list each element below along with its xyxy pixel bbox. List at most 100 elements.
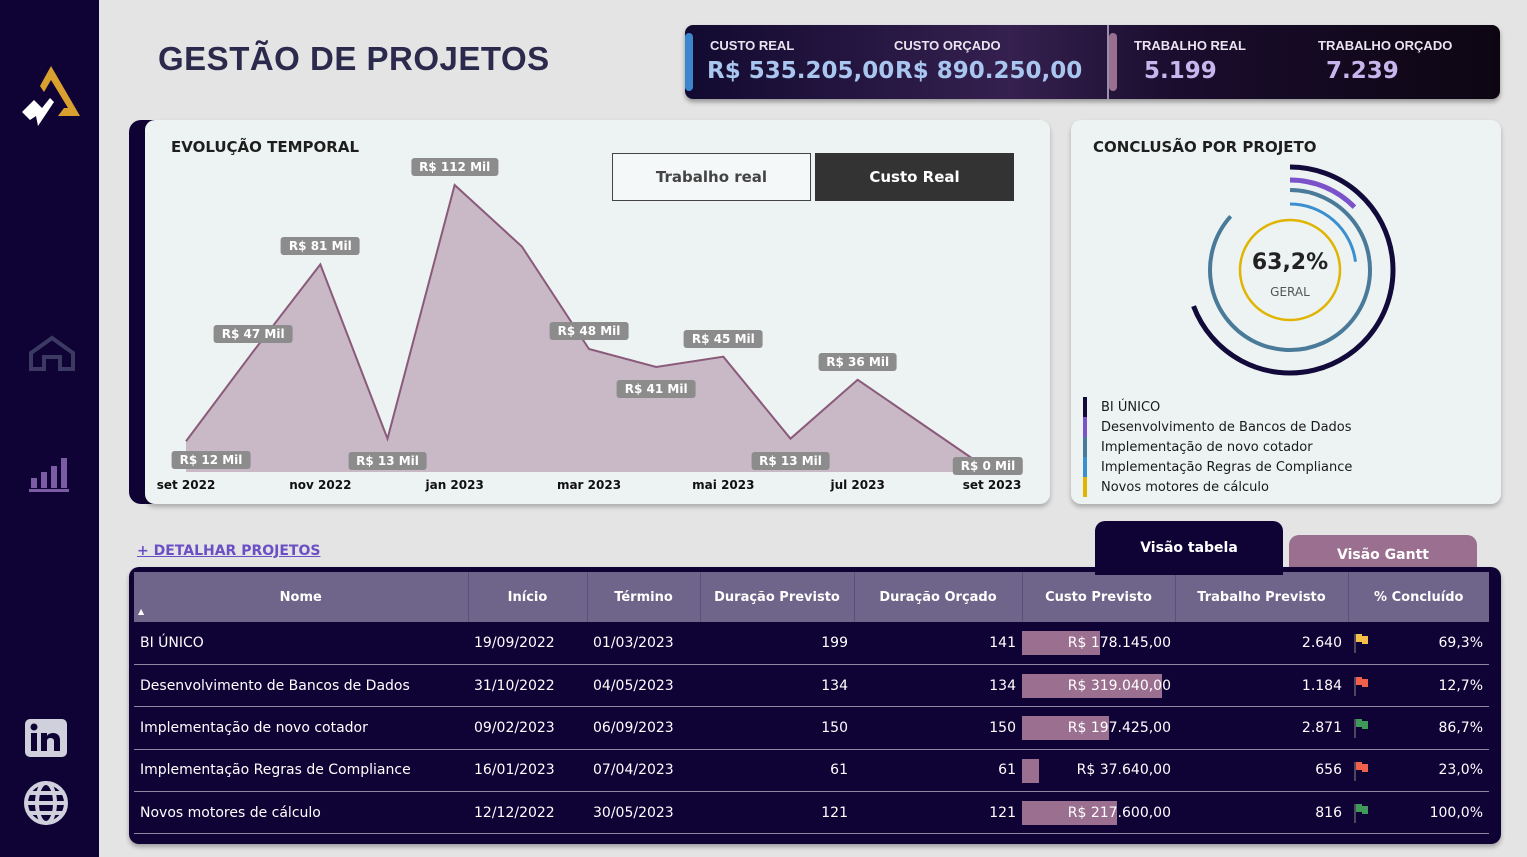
table-row[interactable]: BI ÚNICO 19/09/2022 01/03/2023 199 141 R… bbox=[134, 622, 1489, 665]
logo bbox=[22, 66, 80, 126]
cell-trabalho-previsto: 816 bbox=[1175, 791, 1348, 835]
green-flag-icon bbox=[1354, 804, 1368, 824]
data-point[interactable] bbox=[452, 182, 458, 188]
kpi-trabalho-orcado-value: 7.239 bbox=[1326, 58, 1399, 84]
cell-nome: Implementação de novo cotador bbox=[134, 706, 468, 750]
cell-trabalho-previsto: 2.640 bbox=[1175, 622, 1348, 665]
legend-item[interactable]: BI ÚNICO bbox=[1083, 397, 1160, 417]
area-fill bbox=[186, 185, 992, 472]
legend-label: Implementação de novo cotador bbox=[1101, 439, 1313, 455]
kpi-trabalho-real-label: TRABALHO REAL bbox=[1134, 38, 1246, 53]
col-nome[interactable]: Nome ▲ bbox=[134, 572, 469, 622]
x-tick-label: nov 2022 bbox=[289, 478, 352, 492]
radial-chart bbox=[1191, 164, 1396, 376]
table-row[interactable]: Desenvolvimento de Bancos de Dados 31/10… bbox=[134, 664, 1489, 708]
toggle-trabalho-real[interactable]: Trabalho real bbox=[612, 153, 811, 201]
cell-custo-previsto: R$ 319.040,00 bbox=[1022, 664, 1175, 708]
col-duracao-orcado[interactable]: Duração Orçado bbox=[854, 572, 1023, 622]
legend-item[interactable]: Implementação Regras de Compliance bbox=[1083, 457, 1352, 477]
cell-termino: 04/05/2023 bbox=[587, 664, 700, 708]
data-label: R$ 13 Mil bbox=[751, 451, 830, 470]
cell-pct-concluido: 23,0% bbox=[1348, 749, 1489, 793]
col-trabalho-previsto[interactable]: Trabalho Previsto bbox=[1175, 572, 1349, 622]
legend-item[interactable]: Desenvolvimento de Bancos de Dados bbox=[1083, 417, 1352, 437]
kpi-accent bbox=[1109, 33, 1117, 91]
data-label: R$ 41 Mil bbox=[616, 379, 696, 398]
pct-value: 100,0% bbox=[1429, 804, 1483, 821]
kpi-custo-real-value: R$ 535.205,00 bbox=[707, 58, 895, 84]
cell-duracao-previsto: 121 bbox=[700, 791, 854, 835]
ring-4[interactable] bbox=[1238, 218, 1342, 322]
projects-table-container: Nome ▲ Início Término Duração Previsto Du… bbox=[129, 567, 1501, 844]
kpi-trabalho-orcado-label: TRABALHO ORÇADO bbox=[1318, 38, 1453, 53]
cell-duracao-orcado: 121 bbox=[854, 791, 1022, 835]
table-row[interactable]: Implementação de novo cotador 09/02/2023… bbox=[134, 706, 1489, 750]
cell-termino: 06/09/2023 bbox=[587, 706, 700, 750]
overall-percent: 63,2% bbox=[1251, 250, 1329, 275]
globe-icon[interactable] bbox=[22, 779, 70, 827]
linkedin-icon[interactable] bbox=[24, 718, 68, 758]
legend-item[interactable]: Implementação de novo cotador bbox=[1083, 437, 1313, 457]
x-tick-label: jul 2023 bbox=[830, 478, 885, 492]
pct-value: 69,3% bbox=[1438, 634, 1483, 651]
cell-duracao-orcado: 61 bbox=[854, 749, 1022, 793]
col-termino[interactable]: Término bbox=[587, 572, 701, 622]
ring-0[interactable] bbox=[1191, 164, 1396, 376]
cost-databar bbox=[1022, 801, 1118, 826]
cell-inicio: 31/10/2022 bbox=[468, 664, 587, 708]
col-custo-previsto[interactable]: Custo Previsto bbox=[1022, 572, 1176, 622]
data-point[interactable] bbox=[788, 436, 794, 442]
cell-duracao-previsto: 61 bbox=[700, 749, 854, 793]
table-row[interactable]: Novos motores de cálculo 12/12/2022 30/0… bbox=[134, 791, 1489, 835]
toggle-custo-real[interactable]: Custo Real bbox=[815, 153, 1014, 201]
tab-visao-tabela[interactable]: Visão tabela bbox=[1095, 521, 1283, 575]
kpi-divider bbox=[1107, 25, 1109, 99]
cell-duracao-previsto: 199 bbox=[700, 622, 854, 665]
cell-inicio: 19/09/2022 bbox=[468, 622, 587, 665]
data-label: R$ 48 Mil bbox=[549, 322, 629, 340]
legend-item[interactable]: Novos motores de cálculo bbox=[1083, 477, 1269, 497]
data-label: R$ 0 Mil bbox=[952, 457, 1024, 475]
cell-custo-previsto: R$ 217.600,00 bbox=[1022, 791, 1175, 835]
detail-projects-link[interactable]: + DETALHAR PROJETOS bbox=[137, 543, 321, 559]
ring-3[interactable] bbox=[1289, 202, 1357, 262]
cell-nome: Desenvolvimento de Bancos de Dados bbox=[134, 664, 468, 708]
data-point[interactable] bbox=[183, 438, 189, 444]
bar-chart-icon[interactable] bbox=[28, 454, 72, 494]
data-point[interactable] bbox=[922, 423, 928, 429]
cell-custo-previsto: R$ 197.425,00 bbox=[1022, 706, 1175, 750]
cost-value: R$ 217.600,00 bbox=[1067, 804, 1171, 821]
cell-custo-previsto: R$ 178.145,00 bbox=[1022, 622, 1175, 665]
legend-swatch bbox=[1083, 397, 1087, 417]
kpi-custo-real-label: CUSTO REAL bbox=[710, 38, 795, 53]
series-line bbox=[185, 183, 993, 473]
data-point[interactable] bbox=[653, 364, 659, 370]
data-point[interactable] bbox=[250, 349, 256, 355]
table-row[interactable]: Implementação Regras de Compliance 16/01… bbox=[134, 749, 1489, 793]
data-point[interactable] bbox=[385, 436, 391, 442]
cost-value: R$ 178.145,00 bbox=[1067, 634, 1171, 651]
data-point[interactable] bbox=[855, 377, 861, 383]
cell-pct-concluido: 100,0% bbox=[1348, 791, 1489, 835]
pct-value: 23,0% bbox=[1438, 762, 1483, 779]
col-inicio[interactable]: Início bbox=[468, 572, 588, 622]
col-pct-concluido[interactable]: % Concluído bbox=[1348, 572, 1489, 622]
ring-1[interactable] bbox=[1289, 177, 1357, 209]
data-point[interactable] bbox=[317, 261, 323, 267]
col-duracao-previsto[interactable]: Duração Previsto bbox=[700, 572, 855, 622]
home-icon[interactable] bbox=[28, 335, 76, 371]
data-point[interactable] bbox=[519, 244, 525, 250]
ring-2[interactable] bbox=[1208, 188, 1372, 352]
data-point[interactable] bbox=[586, 346, 592, 352]
red-flag-icon bbox=[1354, 761, 1368, 781]
x-tick-label: mai 2023 bbox=[692, 478, 755, 492]
cell-duracao-previsto: 134 bbox=[700, 664, 854, 708]
cost-databar bbox=[1022, 716, 1109, 741]
cell-termino: 01/03/2023 bbox=[587, 622, 700, 665]
legend-label: BI ÚNICO bbox=[1101, 399, 1161, 415]
cell-nome: Implementação Regras de Compliance bbox=[134, 749, 468, 793]
data-point[interactable] bbox=[720, 354, 726, 360]
kpi-custo-orcado-label: CUSTO ORÇADO bbox=[894, 38, 1001, 53]
conclusion-card bbox=[1071, 120, 1501, 504]
